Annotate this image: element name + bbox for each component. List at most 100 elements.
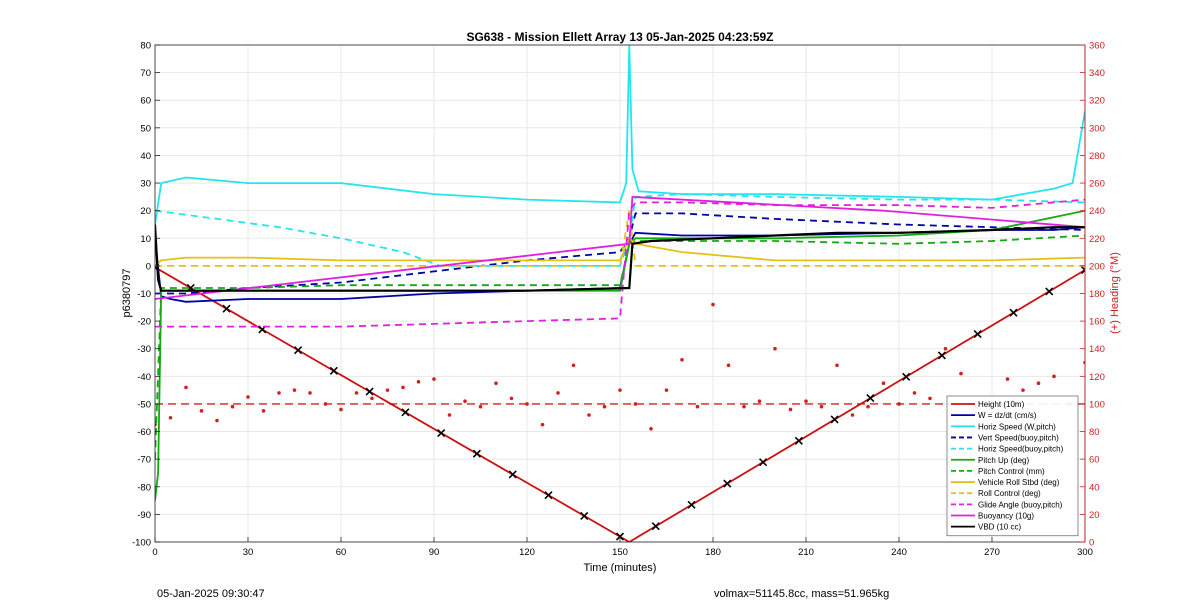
heading-point <box>401 385 405 390</box>
height-marker <box>222 304 231 313</box>
heading-point <box>1036 381 1041 386</box>
y2-tick-label: 140 <box>1089 344 1105 355</box>
heading-point <box>525 402 529 406</box>
series-line-pitch-control-mm <box>155 234 1085 460</box>
heading-point <box>540 422 545 427</box>
heading-point <box>277 391 281 395</box>
heading-point <box>494 381 498 386</box>
y2-tick-label: 260 <box>1089 179 1105 190</box>
heading-point <box>370 396 374 401</box>
height-marker <box>687 500 696 509</box>
y2-tick-label: 100 <box>1089 399 1105 410</box>
legend: Height (10m) W = dz/dt (cm/s) Horiz Speed … <box>946 395 1079 537</box>
heading-point <box>246 395 250 399</box>
y-tick-label: 0 <box>146 261 151 272</box>
footer-mass-info: volmax=51145.8cc, mass=51.965kg <box>714 588 890 600</box>
heading-point <box>726 363 731 368</box>
y-tick-label: -30 <box>137 344 151 355</box>
y2-tick-label: 240 <box>1089 206 1105 217</box>
height-marker <box>759 458 768 467</box>
height-marker <box>1009 308 1018 317</box>
legend-entry: Horiz Speed (W,pitch) <box>978 422 1056 431</box>
y-tick-label: -90 <box>137 510 151 521</box>
y2-tick-label: 180 <box>1089 289 1105 300</box>
height-marker <box>973 330 982 339</box>
y-axis-label: p6380797 <box>121 269 133 318</box>
x-tick-label: 210 <box>798 547 814 558</box>
height-marker <box>1045 287 1054 296</box>
series-line-vbd-10-cc <box>155 224 1085 292</box>
heading-point <box>695 404 700 409</box>
heading-point <box>649 426 653 431</box>
height-marker <box>723 479 732 488</box>
heading-point <box>943 346 948 351</box>
x-tick-label: 180 <box>705 547 721 558</box>
heading-point <box>835 363 839 368</box>
heading-point <box>230 404 235 409</box>
y-tick-label: -100 <box>132 538 151 549</box>
heading-point <box>308 391 312 395</box>
series-line-buoyancy-10g <box>155 195 1085 300</box>
height-marker <box>508 470 517 479</box>
height-marker <box>902 372 911 381</box>
height-marker <box>329 366 338 375</box>
y2-tick-label: 340 <box>1089 68 1105 79</box>
y2-tick-label: 160 <box>1089 317 1105 328</box>
height-marker <box>830 415 839 424</box>
legend-entry: W = dz/dt (cm/s) <box>978 411 1037 420</box>
y-tick-label: -50 <box>137 399 151 410</box>
y-tick-label: 80 <box>140 41 151 52</box>
heading-point <box>881 381 886 386</box>
y-tick-label: 10 <box>140 234 151 245</box>
heading-point <box>184 385 188 390</box>
height-marker <box>401 408 410 417</box>
heading-point <box>866 404 870 409</box>
x-tick-label: 300 <box>1077 547 1093 558</box>
series-line-height-10m <box>155 266 1085 542</box>
x-tick-label: 30 <box>243 547 254 558</box>
y2-tick-label: 80 <box>1089 427 1100 438</box>
legend-entry: Pitch Up (deg) <box>978 456 1029 465</box>
height-marker <box>365 387 374 396</box>
heading-point <box>804 399 808 403</box>
heading-point <box>261 409 266 413</box>
x-tick-label: 240 <box>891 547 907 558</box>
series-line-vehicle-roll-stbd-deg <box>155 236 1085 267</box>
legend-entry: Buoyancy (10g) <box>978 512 1034 521</box>
heading-point <box>155 422 157 427</box>
legend-entry: VBD (10 cc) <box>978 523 1021 532</box>
heading-point <box>773 346 777 351</box>
y-tick-label: -20 <box>137 317 151 328</box>
heading-point <box>711 302 715 307</box>
y2-axis-label: (+) Heading (°M) <box>1109 252 1121 334</box>
series-lines <box>155 45 1085 542</box>
height-marker <box>580 511 589 520</box>
height-marker <box>651 522 660 531</box>
height-marker <box>794 436 803 445</box>
y-tick-label: -40 <box>137 372 151 383</box>
series-line-roll-control-deg <box>155 210 1085 267</box>
x-tick-label: 150 <box>612 547 628 558</box>
heading-point <box>556 391 560 395</box>
series-line-horiz-speed-w-pitch <box>155 45 1085 225</box>
footer-timestamp: 05-Jan-2025 09:30:47 <box>157 588 265 600</box>
heading-point <box>432 377 436 381</box>
x-axis-label: Time (minutes) <box>584 562 657 574</box>
height-marker <box>937 351 946 360</box>
y-tick-label: 60 <box>140 96 151 107</box>
y2-tick-label: 220 <box>1089 234 1105 245</box>
heading-point <box>742 404 746 409</box>
heading-point <box>633 402 638 406</box>
heading-point <box>416 380 421 384</box>
heading-point <box>323 402 328 406</box>
height-marker <box>544 491 553 500</box>
y2-tick-label: 120 <box>1089 372 1105 383</box>
legend-entry: Horiz Speed(buoy,pitch) <box>978 445 1064 454</box>
chart-title: SG638 - Mission Ellett Array 13 05-Jan-2… <box>466 30 773 44</box>
height-marker <box>294 346 303 355</box>
x-tick-label: 60 <box>336 547 347 558</box>
heading-point <box>618 388 622 392</box>
y-tick-label: 40 <box>140 151 151 162</box>
heading-point <box>819 404 824 409</box>
